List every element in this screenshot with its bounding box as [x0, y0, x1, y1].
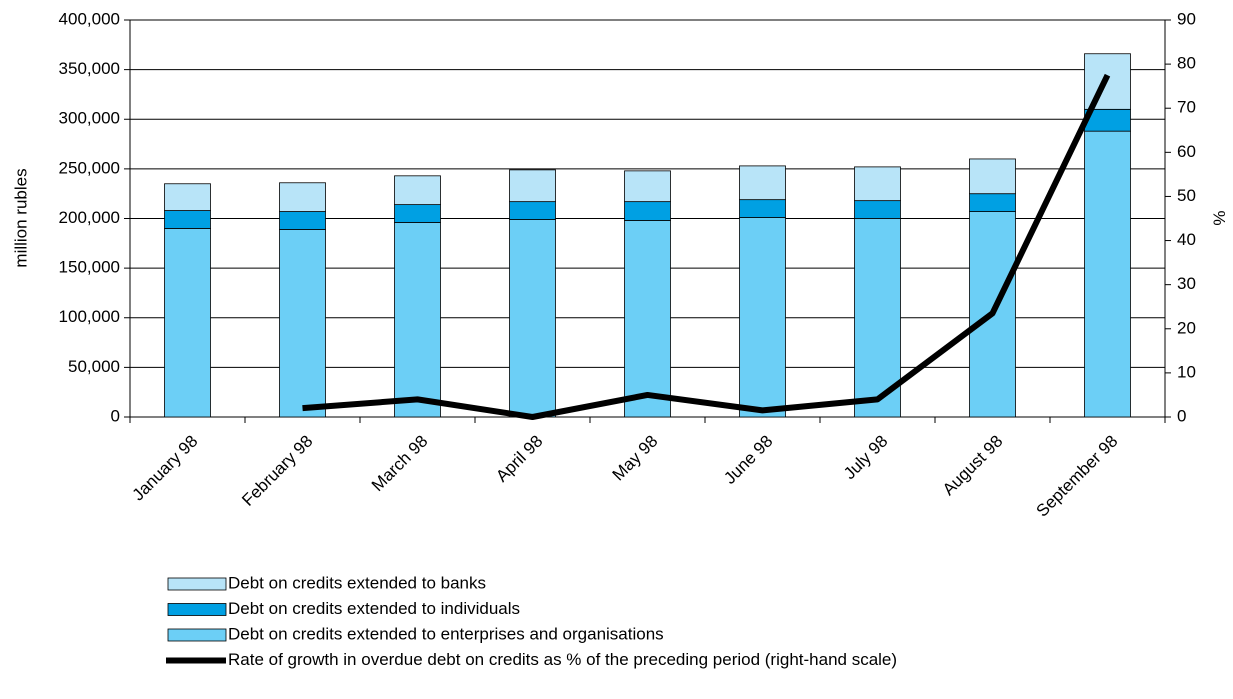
y2-tick-label: 40: [1177, 230, 1196, 249]
bar-segment: [1084, 130, 1131, 418]
bar-segment: [279, 182, 326, 212]
x-tick-label: April 98: [492, 432, 546, 486]
legend-label: Debt on credits extended to individuals: [228, 599, 520, 618]
bar-segment: [164, 183, 211, 211]
bar-segment: [164, 228, 211, 418]
x-tick-label: September 98: [1033, 432, 1122, 521]
bar-segment: [164, 210, 211, 229]
bar-segment: [624, 201, 671, 221]
y-tick-label: 400,000: [59, 9, 120, 28]
y-tick-label: 50,000: [68, 357, 120, 376]
legend-swatch: [167, 577, 227, 591]
legend-label: Debt on credits extended to banks: [228, 573, 486, 592]
legend-label: Rate of growth in overdue debt on credit…: [228, 650, 897, 669]
bar-segment: [394, 222, 441, 418]
bar-segment: [624, 220, 671, 418]
bar-segment: [279, 229, 326, 418]
bar-segment: [394, 204, 441, 223]
x-tick-label: August 98: [939, 432, 1007, 500]
bar-segment: [739, 165, 786, 201]
line-series: [302, 73, 1111, 420]
bar-segment: [624, 170, 671, 203]
bar-segment: [969, 158, 1016, 195]
y-tick-label: 100,000: [59, 307, 120, 326]
y-axis-label: million rubles: [11, 168, 30, 267]
x-tick-label: May 98: [609, 432, 662, 485]
bar-segment: [969, 193, 1016, 212]
y2-tick-label: 10: [1177, 362, 1196, 381]
x-tick-label: June 98: [720, 432, 776, 488]
y2-tick-label: 30: [1177, 274, 1196, 293]
bar-segment: [509, 169, 556, 203]
y2-tick-label: 60: [1177, 142, 1196, 161]
legend-label: Debt on credits extended to enterprises …: [228, 624, 664, 643]
y-tick-label: 200,000: [59, 208, 120, 227]
legend-swatch: [167, 628, 227, 642]
bar-segment: [394, 175, 441, 206]
y2-tick-label: 90: [1177, 9, 1196, 28]
y2-tick-label: 80: [1177, 54, 1196, 73]
y2-tick-label: 50: [1177, 186, 1196, 205]
y2-tick-label: 70: [1177, 98, 1196, 117]
x-tick-label: February 98: [238, 432, 316, 510]
legend-swatch: [167, 603, 227, 616]
y2-axis-label: %: [1210, 210, 1229, 225]
bar-segment: [509, 201, 556, 220]
y-tick-label: 350,000: [59, 59, 120, 78]
x-tick-label: March 98: [368, 432, 432, 496]
bar-segment: [854, 200, 901, 219]
y-tick-label: 0: [111, 406, 120, 425]
y-tick-label: 250,000: [59, 158, 120, 177]
bar-segment: [509, 219, 556, 418]
bar-segment: [854, 166, 901, 202]
x-tick-label: July 98: [840, 432, 892, 484]
x-tick-label: January 98: [129, 432, 202, 505]
bar-segment: [279, 211, 326, 230]
bar-segment: [739, 199, 786, 218]
y2-tick-label: 20: [1177, 318, 1196, 337]
y2-tick-label: 0: [1177, 406, 1186, 425]
y-tick-label: 300,000: [59, 109, 120, 128]
y-tick-label: 150,000: [59, 258, 120, 277]
bar-segment: [739, 217, 786, 418]
